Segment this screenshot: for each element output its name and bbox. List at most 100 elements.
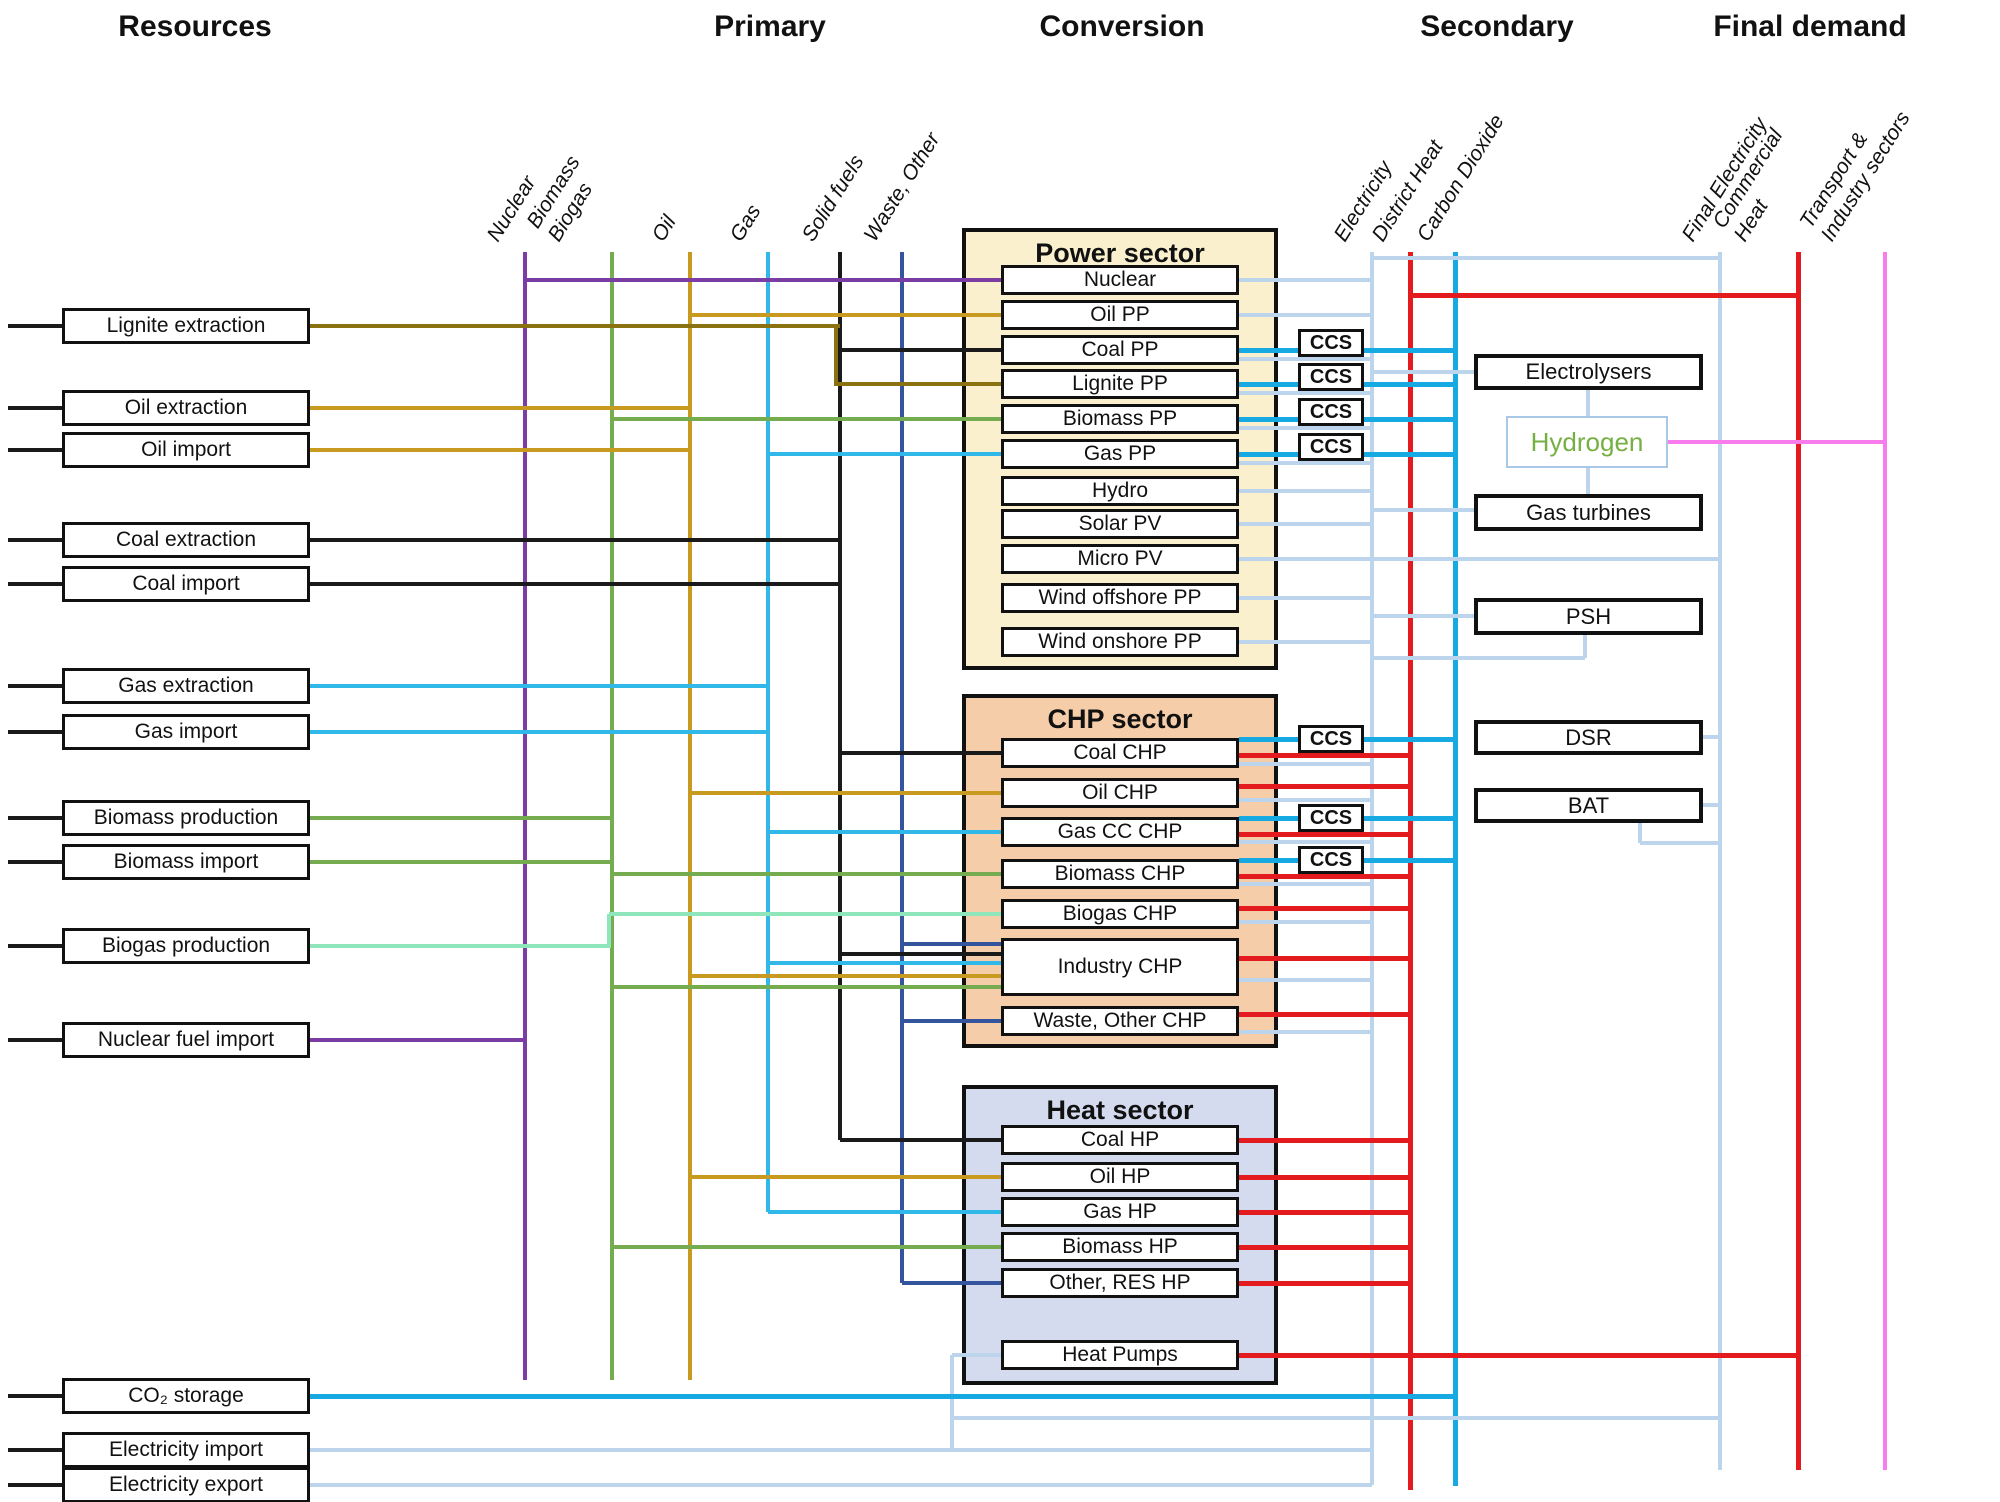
flow-line [8, 1038, 62, 1042]
ccs-box-gas-pp: CCS [1298, 433, 1364, 461]
flow-line [902, 1281, 1001, 1285]
flow-line [1239, 1137, 1410, 1143]
secondary-box-psh: PSH [1474, 598, 1703, 635]
flow-line [310, 1393, 1455, 1399]
unit-box-hydro: Hydro [1001, 476, 1239, 506]
flow-line [690, 1175, 1001, 1179]
flow-line [1239, 955, 1410, 961]
flow-line [1239, 873, 1410, 879]
flow-line [1583, 635, 1587, 658]
flow-line [1239, 489, 1372, 493]
flow-line [1239, 1209, 1410, 1215]
resource-box-lignite-extraction: Lignite extraction [62, 308, 310, 344]
header-conversion: Conversion [1039, 10, 1205, 43]
flow-line [1372, 656, 1585, 660]
unit-box-wind-offshore-pp: Wind offshore PP [1001, 583, 1239, 613]
flow-line [1703, 803, 1720, 807]
flow-line [609, 912, 1001, 916]
flow-line [1239, 831, 1410, 837]
flow-line [310, 730, 768, 734]
ccs-box-gas-cc-chp: CCS [1298, 804, 1364, 832]
flow-line [1407, 252, 1413, 1490]
unit-box-gas-pp: Gas PP [1001, 439, 1239, 469]
unit-box-wind-onshore-pp: Wind onshore PP [1001, 627, 1239, 657]
secondary-box-electrolysers: Electrolysers [1474, 354, 1703, 390]
unit-box-heat-pumps: Heat Pumps [1001, 1340, 1239, 1370]
flow-line [8, 582, 62, 586]
unit-box-coal-hp: Coal HP [1001, 1125, 1239, 1155]
resource-box-electricity-export: Electricity export [62, 1467, 310, 1502]
flow-line [610, 252, 614, 1380]
resource-box-biogas-production: Biogas production [62, 928, 310, 964]
heat-sector-title: Heat sector [1046, 1095, 1194, 1125]
flow-line [1239, 1030, 1372, 1034]
carrier-label-transport-industry: Transport & Industry sectors [1795, 107, 1915, 246]
header-final-demand: Final demand [1713, 10, 1907, 43]
flow-line [902, 942, 1001, 946]
flow-line [310, 816, 612, 820]
ccs-box-coal-chp: CCS [1298, 725, 1364, 753]
flow-line [310, 860, 612, 864]
carrier-label-waste-other: Waste, Other [859, 128, 945, 246]
unit-box-biomass-hp: Biomass HP [1001, 1232, 1239, 1262]
flow-line [1640, 841, 1720, 845]
flow-line [8, 1448, 62, 1452]
flow-line [1372, 256, 1720, 260]
chp-sector-title: CHP sector [1047, 704, 1193, 734]
flow-line [1239, 762, 1372, 766]
flow-line [1239, 1280, 1410, 1286]
flow-line [834, 326, 838, 386]
resource-box-oil-import: Oil import [62, 432, 310, 468]
flow-line [1703, 735, 1720, 739]
flow-line [768, 830, 1001, 834]
flow-line [1239, 1352, 1798, 1358]
resource-box-gas-extraction: Gas extraction [62, 668, 310, 704]
carrier-label-biomass-biogas: Biomass Biogas [522, 151, 598, 246]
resource-box-co2-storage: CO₂ storage [62, 1378, 310, 1414]
flow-line [1239, 278, 1372, 282]
flow-line [1239, 752, 1410, 758]
unit-box-other-res-hp: Other, RES HP [1001, 1268, 1239, 1298]
unit-box-gas-cc-chp: Gas CC CHP [1001, 817, 1239, 847]
resource-box-electricity-import: Electricity import [62, 1432, 310, 1468]
resource-box-biomass-import: Biomass import [62, 844, 310, 880]
flow-line [1452, 252, 1458, 1486]
flow-line [1239, 522, 1372, 526]
resource-box-oil-extraction: Oil extraction [62, 390, 310, 426]
flow-line [8, 684, 62, 688]
resource-box-nuclear-fuel-import: Nuclear fuel import [62, 1022, 310, 1058]
unit-box-coal-pp: Coal PP [1001, 335, 1239, 365]
resource-box-coal-import: Coal import [62, 566, 310, 602]
flow-line [1668, 440, 1885, 444]
flow-line [768, 961, 1001, 965]
flow-line [310, 406, 690, 410]
flow-line [768, 452, 1001, 456]
flow-line [310, 324, 840, 328]
flow-line [1239, 798, 1372, 802]
flow-line [8, 406, 62, 410]
flow-line [1239, 391, 1372, 395]
flow-line [1239, 640, 1372, 644]
flow-line [1239, 357, 1372, 361]
unit-box-biogas-chp: Biogas CHP [1001, 899, 1239, 929]
flow-line [1239, 1174, 1410, 1180]
flow-line [612, 417, 1001, 421]
unit-box-biomass-pp: Biomass PP [1001, 404, 1239, 434]
flow-line [612, 1245, 1001, 1249]
flow-line [950, 1355, 954, 1450]
flow-line [690, 974, 1001, 978]
unit-box-gas-hp: Gas HP [1001, 1197, 1239, 1227]
ccs-box-coal-pp: CCS [1298, 329, 1364, 357]
flow-line [1239, 905, 1410, 911]
flow-line [900, 252, 904, 1283]
flow-line [768, 1210, 1001, 1214]
flow-line [612, 872, 1001, 876]
unit-box-industry-chp: Industry CHP [1001, 938, 1239, 996]
carrier-label-gas: Gas [725, 200, 766, 246]
unit-box-biomass-chp: Biomass CHP [1001, 859, 1239, 889]
flow-line [525, 278, 1001, 282]
unit-box-oil-chp: Oil CHP [1001, 778, 1239, 808]
flow-line [310, 944, 611, 948]
flow-line [8, 860, 62, 864]
flow-line [1883, 252, 1887, 1470]
